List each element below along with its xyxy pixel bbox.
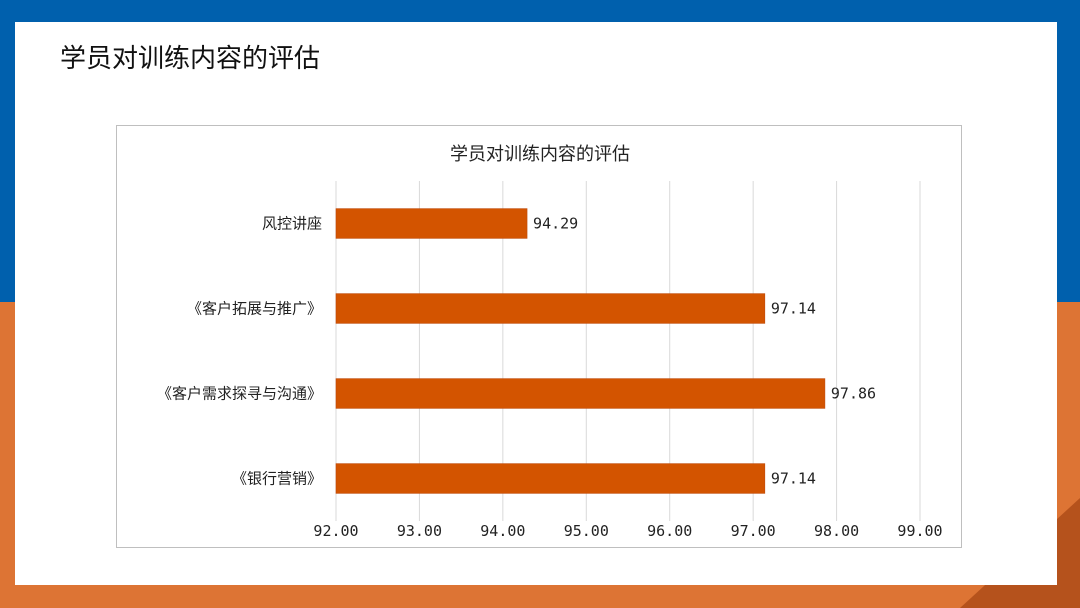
category-label: 风控讲座: [262, 215, 322, 233]
x-tick-label: 95.00: [564, 522, 609, 540]
x-tick-label: 93.00: [397, 522, 442, 540]
data-label: 97.14: [771, 300, 816, 318]
bar: [335, 208, 528, 239]
x-tick-label: 97.00: [731, 522, 776, 540]
data-label: 94.29: [533, 215, 578, 233]
slide-panel: 学员对训练内容的评估 92.00 93.00 94.00 95.00 96.00 97.0…: [15, 22, 1057, 585]
x-tick-label: 99.00: [897, 522, 942, 540]
bar: [335, 293, 766, 324]
bar-chart: 92.00 93.00 94.00 95.00 96.00 97.00 98.00 99.00…: [157, 144, 943, 540]
category-label: 《客户需求探寻与沟通》: [157, 385, 322, 403]
bar: [335, 463, 766, 494]
category-label: 《银行营销》: [232, 470, 322, 488]
bar: [335, 378, 826, 409]
data-label: 97.86: [831, 385, 876, 403]
category-label: 《客户拓展与推广》: [187, 300, 322, 318]
x-tick-label: 92.00: [313, 522, 358, 540]
x-tick-label: 98.00: [814, 522, 859, 540]
x-tick-label: 96.00: [647, 522, 692, 540]
data-label: 97.14: [771, 470, 816, 488]
bars: 风控讲座 94.29 《客户拓展与推广》 97.14 《客户需求探寻与沟通》 97.86 《…: [157, 208, 876, 494]
chart-frame: 92.00 93.00 94.00 95.00 96.00 97.00 98.00 99.00…: [116, 125, 962, 548]
chart-title: 学员对训练内容的评估: [450, 144, 630, 165]
page-title: 学员对训练内容的评估: [60, 44, 321, 74]
x-tick-label: 94.00: [480, 522, 525, 540]
